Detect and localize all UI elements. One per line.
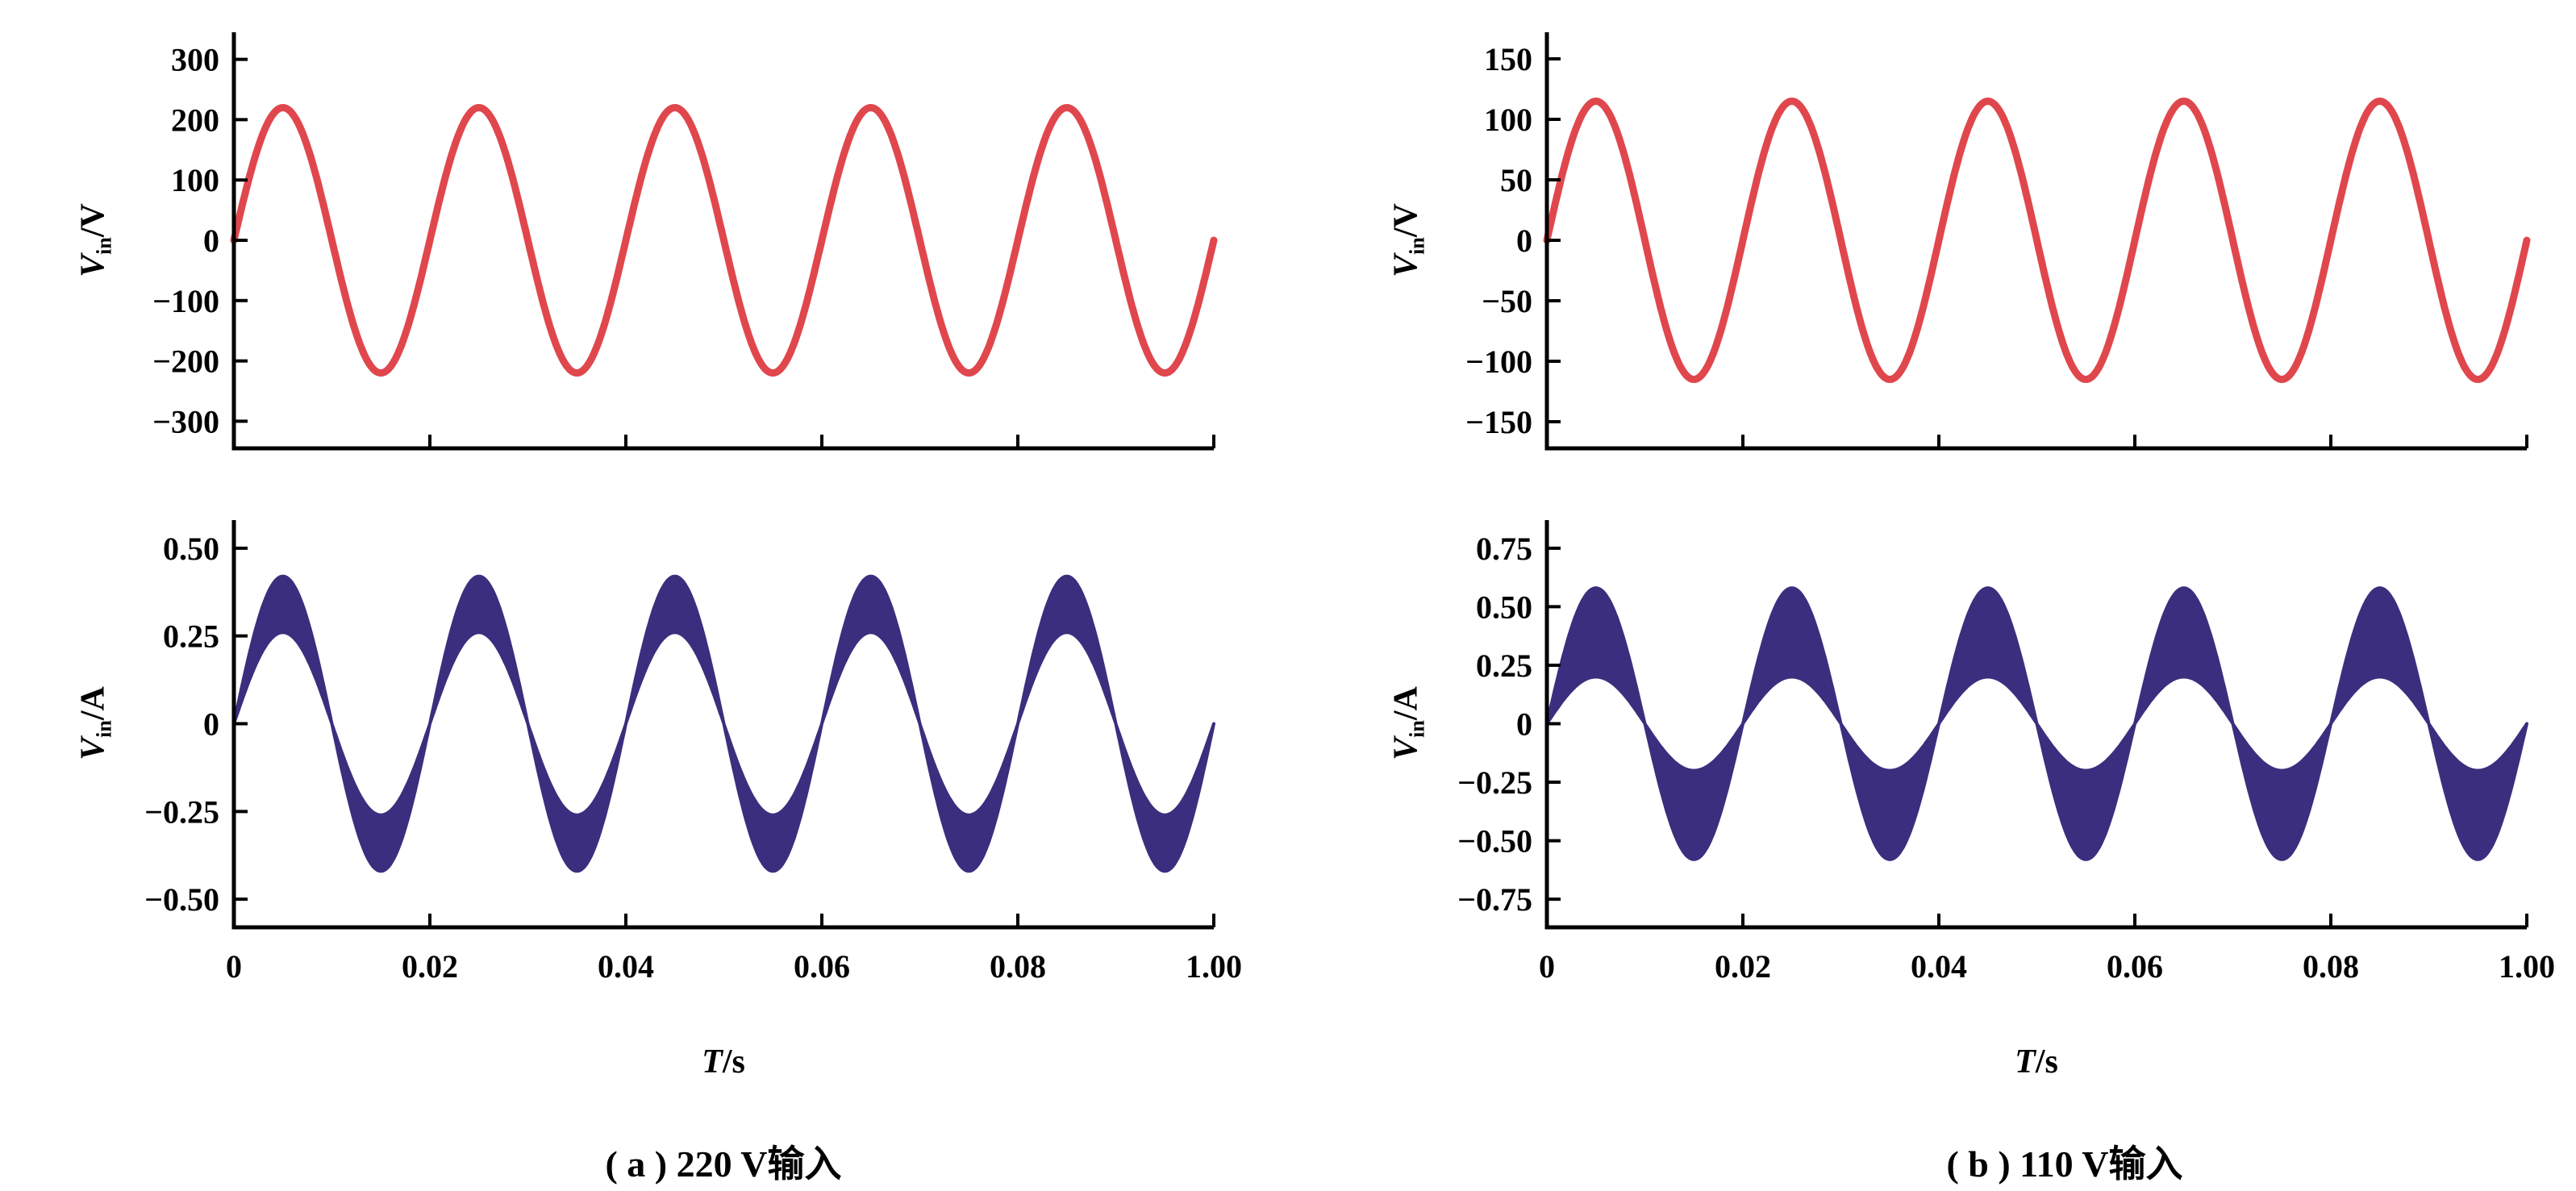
y-tick-label: −100	[1465, 344, 1532, 380]
a-voltage-waveform	[230, 104, 1218, 377]
ylabel-unit: /V	[74, 203, 112, 238]
b-voltage-waveform	[1543, 98, 2531, 383]
y-tick-label: −200	[152, 344, 219, 380]
y-tick-label: 0	[1516, 706, 1532, 743]
y-tick-label: 100	[171, 162, 219, 198]
y-tick-label: 0.50	[1476, 589, 1532, 625]
x-axis-label-b: T/s	[2015, 1043, 2058, 1081]
y-tick-label: −0.25	[144, 793, 219, 830]
x-tick-label: 0.08	[2303, 948, 2359, 985]
xlabel-symbol: T	[702, 1043, 723, 1081]
y-tick-label: 50	[1500, 162, 1532, 198]
y-tick-label: −0.50	[144, 881, 219, 918]
ylabel-unit: /A	[74, 686, 112, 721]
y-tick-label: −0.50	[1457, 823, 1532, 860]
y-tick-label: −300	[152, 403, 219, 439]
y-tick-label: 0	[203, 706, 219, 743]
x-tick-label: 0.06	[794, 948, 850, 985]
y-tick-label: 0	[1516, 223, 1532, 259]
y-axis-label-a-current: Vin/A	[73, 686, 116, 760]
y-tick-label: 0.50	[163, 531, 219, 567]
x-tick-label: 0.04	[1911, 948, 1967, 985]
y-tick-label: 150	[1484, 41, 1532, 77]
x-tick-label: 0	[1539, 948, 1555, 985]
ylabel-subscript: in	[1405, 720, 1429, 738]
ylabel-unit: /A	[1387, 686, 1425, 721]
y-tick-label: 300	[171, 42, 219, 78]
x-tick-label: 1.00	[1186, 948, 1242, 985]
ylabel-subscript: in	[92, 237, 116, 255]
xlabel-unit: /s	[2035, 1043, 2058, 1081]
ylabel-subscript: in	[1405, 237, 1429, 255]
ylabel-symbol: V	[74, 254, 112, 277]
x-tick-label: 0	[226, 948, 242, 985]
y-tick-label: −50	[1482, 283, 1532, 319]
x-tick-label: 0.02	[1715, 948, 1771, 985]
y-axis-label-b-current: Vin/A	[1386, 686, 1429, 760]
y-tick-label: 0.75	[1476, 531, 1532, 567]
y-tick-label: −100	[152, 283, 219, 319]
x-tick-label: 0.06	[2107, 948, 2163, 985]
ylabel-symbol: V	[1387, 737, 1425, 760]
xlabel-symbol: T	[2015, 1043, 2036, 1081]
chart-b-current: 0.750.500.250−0.25−0.50−0.750 0.02 0.04 0.0…	[1457, 520, 2555, 985]
y-tick-label: 0	[203, 223, 219, 259]
ylabel-subscript: in	[92, 720, 116, 738]
x-tick-label: 0.08	[990, 948, 1046, 985]
y-axis-label-a-voltage: Vin/V	[73, 203, 116, 277]
ylabel-symbol: V	[1387, 254, 1425, 277]
x-tick-label: 0.02	[402, 948, 458, 985]
chart-a-current: 0.500.250−0.25−0.500 0.02 0.04 0.06 0.08 1.00	[144, 520, 1242, 985]
x-tick-label: 0.04	[598, 948, 654, 985]
xlabel-unit: /s	[722, 1043, 745, 1081]
caption-b: ( b ) 110 V输入	[1946, 1143, 2183, 1185]
y-axis-label-b-voltage: Vin/V	[1386, 203, 1429, 277]
y-tick-label: −150	[1465, 404, 1532, 440]
a-current-waveform	[232, 574, 1215, 873]
y-tick-label: 100	[1484, 102, 1532, 138]
y-tick-label: 0.25	[1476, 648, 1532, 684]
chart-b-voltage: 150 100 50 0 −50 −100 −150	[1465, 32, 2531, 451]
y-tick-label: −0.75	[1457, 881, 1532, 918]
chart-a-voltage: 300 200 100 0 −100 −200 −300	[152, 32, 1218, 451]
x-axis-label-a: T/s	[702, 1043, 745, 1081]
y-tick-label: 0.25	[163, 618, 219, 655]
caption-a: ( a ) 220 V输入	[605, 1143, 842, 1185]
y-tick-label: −0.25	[1457, 764, 1532, 801]
b-current-waveform	[1545, 586, 2528, 861]
y-tick-label: 200	[171, 102, 219, 138]
ylabel-symbol: V	[74, 737, 112, 760]
x-tick-label: 1.00	[2499, 948, 2555, 985]
ylabel-unit: /V	[1387, 203, 1425, 238]
